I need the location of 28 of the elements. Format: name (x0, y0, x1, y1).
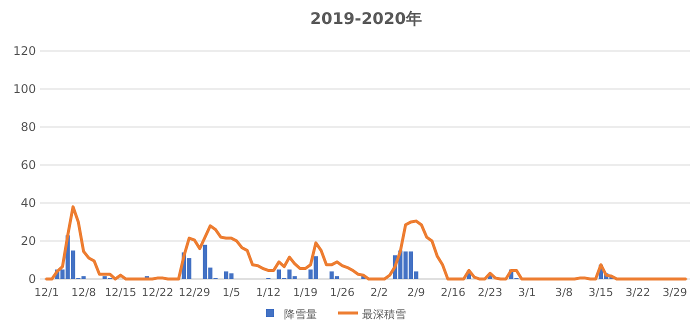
y-tick-label: 0 (28, 272, 36, 286)
x-tick-label: 3/22 (626, 286, 650, 299)
legend-label: 最深積雪 (362, 308, 406, 321)
y-tick-label: 60 (20, 158, 36, 172)
y-tick-label: 20 (20, 234, 36, 248)
x-tick-label: 2/2 (370, 286, 388, 299)
y-tick-label: 100 (13, 82, 36, 96)
x-tick-label: 12/29 (178, 286, 210, 299)
x-tick-label: 1/19 (292, 286, 318, 299)
x-tick-label: 2/16 (440, 286, 466, 299)
x-tick-label: 1/5 (222, 286, 240, 299)
x-tick-label: 2/9 (407, 286, 425, 299)
x-tick-label: 3/15 (588, 286, 614, 299)
x-tick-label: 12/22 (142, 286, 174, 299)
x-tick-label: 12/15 (104, 286, 136, 299)
x-tick-label: 1/12 (256, 286, 281, 299)
x-tick-label: 12/8 (71, 286, 96, 299)
x-tick-label: 3/1 (518, 286, 536, 299)
y-tick-label: 40 (20, 196, 36, 210)
chart-title: 2019-2020年 (310, 9, 422, 28)
x-tick-label: 1/26 (330, 286, 355, 299)
legend-label: 降雪量 (284, 308, 317, 321)
x-tick-label: 3/29 (662, 286, 688, 299)
x-tick-label: 12/1 (34, 286, 59, 299)
y-tick-label: 80 (20, 120, 36, 134)
x-tick-label: 3/8 (555, 286, 573, 299)
x-tick-label: 2/23 (478, 286, 502, 299)
y-tick-label: 120 (13, 44, 36, 58)
